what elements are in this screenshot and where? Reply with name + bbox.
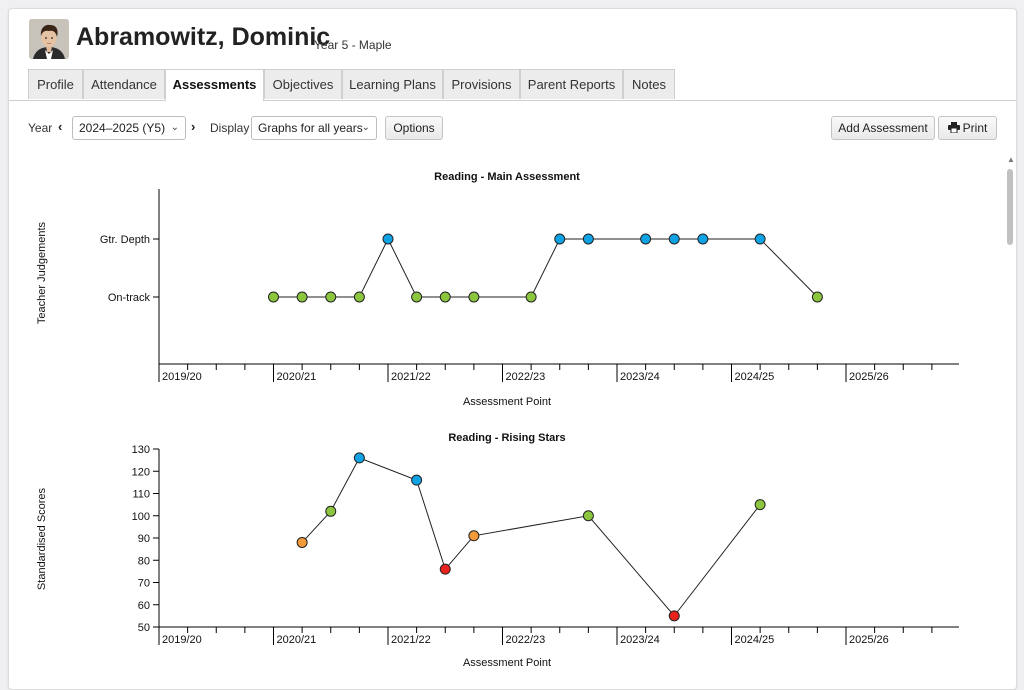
student-class: Year 5 - Maple [314, 38, 392, 52]
tab-attendance[interactable]: Attendance [83, 69, 165, 99]
reading-main-assessment-chart: Reading - Main Assessment 2019/20 2020/21 2… [36, 171, 959, 405]
options-button[interactable]: Options [385, 116, 443, 140]
data-point [554, 233, 566, 245]
display-select[interactable]: Graphs for all years ⌄ [251, 116, 377, 140]
y-tick-label: 110 [132, 489, 150, 501]
x-tick-label: 2022/23 [506, 634, 546, 646]
data-point [754, 499, 766, 511]
print-button-label: Print [962, 121, 988, 135]
x-tick-label: 2025/26 [849, 371, 889, 383]
x-tick-label: 2023/24 [620, 634, 660, 646]
data-point [582, 510, 594, 522]
y-tick-label: 50 [138, 622, 150, 634]
series-line [301, 457, 761, 617]
data-point [296, 291, 308, 303]
series-line [273, 237, 818, 298]
x-tick-label: 2019/20 [162, 371, 202, 383]
data-point [811, 291, 823, 303]
y-tick-label: 100 [132, 511, 150, 523]
next-year-chevron-icon[interactable]: › [191, 119, 196, 134]
chart-title: Reading - Rising Stars [448, 432, 565, 444]
tab-learning-plans[interactable]: Learning Plans [342, 69, 443, 99]
scrollbar[interactable]: ▲ [1006, 155, 1016, 689]
data-point [582, 233, 594, 245]
tab-parent-reports[interactable]: Parent Reports [520, 69, 623, 99]
y-tick-label: 60 [138, 600, 150, 612]
data-point [353, 452, 365, 464]
x-axis-label: Assessment Point [463, 657, 551, 669]
x-tick-label: 2021/22 [391, 634, 431, 646]
student-name: Abramowitz, Dominic [76, 23, 331, 51]
tab-notes[interactable]: Notes [623, 69, 675, 99]
data-point [668, 233, 680, 245]
tab-profile[interactable]: Profile [28, 69, 83, 99]
student-record-panel: Abramowitz, Dominic Year 5 - Maple Profi… [8, 8, 1017, 690]
scroll-up-icon[interactable]: ▲ [1007, 155, 1015, 164]
y-tick-label: On-track [108, 292, 151, 304]
data-point [697, 233, 709, 245]
year-select-value: 2024–2025 (Y5) [79, 121, 166, 135]
display-select-value: Graphs for all years [258, 121, 363, 135]
data-point [754, 233, 766, 245]
chevron-down-icon: ⌄ [170, 122, 179, 133]
data-point [411, 474, 423, 486]
scroll-thumb[interactable] [1007, 169, 1013, 245]
x-tick-label: 2023/24 [620, 371, 660, 383]
data-point [382, 233, 394, 245]
reading-rising-stars-chart: Reading - Rising Stars 2019/20 2020/21 2021… [36, 432, 959, 669]
x-tick-label: 2020/21 [277, 371, 317, 383]
data-point [640, 233, 652, 245]
data-point [353, 291, 365, 303]
x-tick-label: 2022/23 [506, 371, 546, 383]
add-assessment-button[interactable]: Add Assessment [831, 116, 935, 140]
y-tick-label: Gtr. Depth [100, 234, 150, 246]
data-point [325, 505, 337, 517]
y-axis-label: Teacher Judgements [36, 221, 48, 324]
data-point [668, 610, 680, 622]
print-button[interactable]: Print [938, 116, 997, 140]
x-tick-label: 2025/26 [849, 634, 889, 646]
data-point [411, 291, 423, 303]
chart-title: Reading - Main Assessment [434, 171, 580, 183]
printer-icon [947, 122, 960, 134]
data-point [439, 563, 451, 575]
data-point [268, 291, 279, 303]
y-tick-label: 120 [132, 466, 150, 478]
y-tick-label: 70 [138, 578, 150, 590]
previous-year-chevron-icon[interactable]: ‹ [58, 119, 63, 134]
tab-assessments[interactable]: Assessments [165, 69, 264, 101]
x-tick-label: 2024/25 [735, 371, 775, 383]
data-point [296, 536, 308, 548]
x-axis-label: Assessment Point [463, 396, 551, 405]
student-photo [29, 19, 69, 59]
year-label: Year [28, 121, 53, 135]
x-tick-label: 2020/21 [277, 634, 317, 646]
avatar [29, 19, 69, 59]
data-point [439, 291, 451, 303]
x-tick-label: 2024/25 [735, 634, 775, 646]
y-tick-label: 130 [132, 444, 150, 456]
tab-objectives[interactable]: Objectives [264, 69, 342, 99]
chevron-down-icon: ⌄ [361, 122, 370, 133]
tab-provisions[interactable]: Provisions [443, 69, 520, 99]
x-tick-label: 2021/22 [391, 371, 431, 383]
data-point [325, 291, 337, 303]
data-point [525, 291, 537, 303]
y-tick-label: 80 [138, 555, 150, 567]
display-label: Display [210, 121, 250, 135]
y-tick-label: 90 [138, 533, 150, 545]
data-point [468, 530, 480, 542]
x-tick-label: 2019/20 [162, 634, 202, 646]
tab-bar: Profile Attendance Assessments Objective… [9, 69, 1016, 101]
y-axis-label: Standardised Scores [36, 487, 48, 590]
year-select[interactable]: 2024–2025 (Y5) ⌄ [72, 116, 186, 140]
data-point [468, 291, 480, 303]
